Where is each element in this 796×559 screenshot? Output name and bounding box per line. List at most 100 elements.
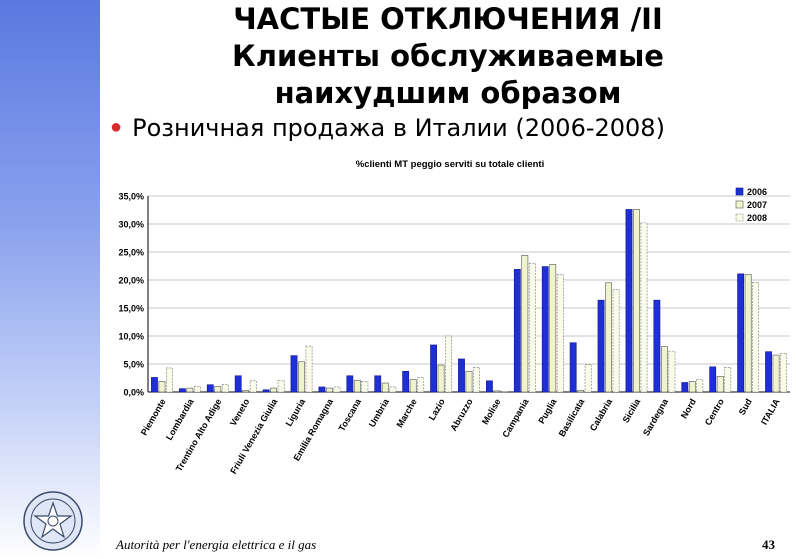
x-tick-label: Liguria (284, 396, 308, 428)
bar-2007-9 (381, 382, 389, 393)
x-tick-label: Molise (480, 397, 503, 426)
x-tick-label: Piemonte (139, 397, 168, 437)
emblem-icon (23, 491, 83, 551)
bar-2006-6 (290, 355, 298, 393)
bar-2006-2 (178, 388, 186, 393)
bar-2006-22 (737, 273, 745, 393)
bar-chart: %clienti MT peggio serviti su totale cli… (118, 159, 790, 476)
page-title-line-1: ЧАСТЫЕ ОТКЛЮЧЕНИЯ /II (233, 2, 663, 36)
page-title-line-3: наихудшим образом (274, 76, 622, 110)
bar-2008-3 (221, 384, 229, 393)
x-tick-label: Abruzzo (448, 397, 475, 433)
bar-2008-5 (277, 379, 285, 393)
page-title-line-2: Клиенты обслуживаемые (232, 39, 664, 73)
y-tick-label: 15,0% (118, 304, 144, 314)
bar-2006-5 (262, 389, 270, 393)
bar-2006-15 (541, 266, 549, 393)
bar-2006-7 (318, 386, 326, 393)
bullet-dot-icon: ● (110, 116, 123, 138)
bar-2006-13 (486, 380, 493, 393)
bar-2007-21 (716, 376, 724, 393)
bar-2006-11 (430, 344, 437, 393)
y-tick-label: 30,0% (118, 220, 144, 230)
bar-2007-14 (521, 255, 529, 393)
bar-2007-6 (298, 361, 305, 393)
x-tick-label: Umbria (367, 396, 392, 429)
bar-2008-4 (249, 380, 257, 393)
bar-2008-8 (361, 381, 369, 393)
y-tick-label: 10,0% (118, 332, 144, 342)
y-tick-label: 25,0% (118, 248, 144, 258)
chart-title: %clienti MT peggio serviti su totale cli… (356, 159, 544, 170)
bar-2008-19 (668, 350, 676, 393)
x-tick-label: Centro (703, 397, 726, 428)
bar-2007-12 (465, 370, 473, 393)
bar-2008-9 (389, 386, 397, 393)
x-tick-label: Calabria (588, 396, 615, 433)
bar-2008-18 (640, 222, 648, 393)
bar-2006-23 (765, 351, 772, 393)
bar-2007-20 (688, 381, 696, 393)
bar-2007-4 (242, 390, 250, 393)
y-tick-label: 5,0% (123, 360, 144, 370)
bar-2007-7 (326, 387, 333, 393)
page-number: 43 (762, 537, 775, 552)
bar-2007-19 (660, 346, 668, 393)
y-tick-label: 20,0% (118, 276, 144, 286)
bar-2008-16 (584, 364, 592, 393)
bar-2007-5 (270, 387, 278, 393)
bar-2008-1 (166, 367, 173, 393)
bar-2007-13 (493, 390, 501, 393)
bar-2006-3 (206, 384, 214, 393)
bar-2006-19 (653, 299, 661, 393)
bar-2006-17 (597, 299, 605, 393)
x-tick-label: ITALIA (759, 397, 782, 427)
bar-2008-20 (696, 379, 704, 393)
bar-2008-13 (501, 391, 508, 393)
bullet-item: ● Розничная продажа в Италии (2006-2008) (110, 114, 665, 142)
x-tick-label: Sud (737, 397, 754, 417)
bar-2007-16 (577, 390, 585, 393)
bar-2007-1 (158, 381, 166, 393)
bar-2008-21 (724, 367, 732, 393)
legend-swatch-2007 (735, 200, 744, 209)
bar-2008-6 (305, 345, 313, 393)
bullet-text: Розничная продажа в Италии (2006-2008) (132, 114, 665, 142)
bar-2007-22 (744, 274, 752, 393)
bar-2007-15 (549, 264, 557, 393)
bar-2008-11 (445, 335, 452, 393)
bar-2006-10 (402, 370, 410, 393)
x-tick-label: Sicilia (621, 396, 643, 424)
x-tick-label: Veneto (228, 397, 252, 428)
footer-authority: Autorità per l'energia elettrica e il ga… (116, 537, 317, 552)
bar-2008-10 (417, 377, 425, 393)
bar-2007-3 (214, 386, 222, 393)
bar-2008-23 (780, 353, 787, 393)
x-tick-label: Toscana (336, 396, 363, 433)
x-tick-label: Lazio (427, 397, 447, 422)
bar-2007-18 (633, 209, 640, 393)
bar-2006-4 (234, 375, 242, 393)
sidebar-gradient (0, 0, 100, 559)
bar-2008-22 (752, 281, 760, 393)
legend-label-2008: 2008 (747, 213, 767, 223)
legend-swatch-2008 (735, 213, 744, 222)
y-tick-label: 35,0% (118, 192, 144, 202)
bar-2008-17 (612, 289, 620, 393)
x-tick-label: Marche (394, 397, 418, 429)
bar-2008-2 (193, 386, 201, 393)
bar-2006-8 (346, 375, 354, 393)
bar-2007-17 (605, 282, 612, 393)
bar-2006-14 (513, 269, 521, 393)
x-tick-label: Basilicata (557, 396, 587, 438)
bar-2006-20 (681, 382, 689, 393)
legend-label-2007: 2007 (747, 200, 767, 210)
x-tick-label: Nord (679, 397, 698, 420)
bar-2006-1 (151, 377, 158, 393)
x-tick-label: Puglia (536, 396, 559, 425)
bar-2008-14 (528, 262, 536, 393)
bar-2006-9 (374, 375, 382, 393)
legend-swatch-2006 (735, 187, 744, 196)
x-tick-label: Sardegna (641, 396, 671, 437)
bar-2007-8 (353, 379, 361, 393)
